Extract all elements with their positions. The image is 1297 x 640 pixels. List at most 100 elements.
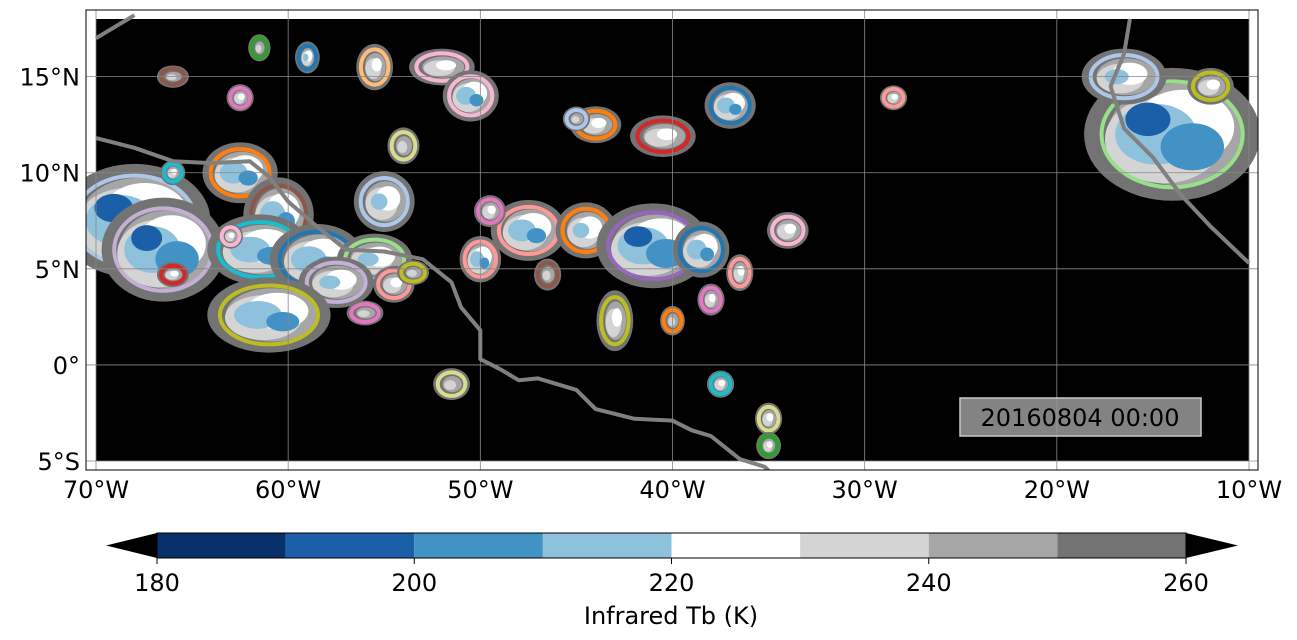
cloud-contour: [390, 277, 403, 288]
cloud-contour: [131, 225, 163, 251]
system-outline: [770, 214, 806, 247]
lat-tick-label: 5°S: [37, 448, 80, 476]
timestamp-label: 20160804 00:00: [981, 404, 1180, 432]
lat-tick-label: 0°: [53, 352, 80, 380]
cloud-system: [346, 300, 384, 326]
colorbar-bin: [671, 533, 801, 558]
cloud-system: [1187, 67, 1234, 105]
cloud-contour: [319, 275, 341, 290]
system-outline: [249, 35, 270, 60]
colorbar-tick-label: 260: [1163, 569, 1209, 597]
cloud-system: [533, 258, 562, 291]
cloud-system: [353, 171, 415, 232]
system-outline: [881, 86, 906, 109]
colorbar-tick-label: 180: [134, 569, 180, 597]
cloud-contour: [238, 93, 245, 101]
timestamp-box: 20160804 00:00: [959, 397, 1202, 437]
cloud-system: [879, 85, 908, 111]
system-outline: [476, 197, 504, 225]
cloud-contour: [891, 93, 899, 100]
cloud-contour: [238, 170, 258, 186]
cloud-contour: [1160, 123, 1225, 171]
cloud-contour: [729, 103, 742, 115]
cloud-contour: [397, 141, 408, 153]
cloud-system: [490, 199, 567, 261]
cloud-system: [248, 34, 271, 62]
cloud-system: [387, 127, 420, 165]
system-outline: [757, 433, 780, 458]
system-outline: [447, 74, 495, 118]
cloud-contour: [766, 413, 774, 422]
system-outline: [699, 285, 723, 314]
colorbar-bin: [285, 533, 415, 558]
cloud-contour: [571, 116, 580, 124]
lon-tick-label: 60°W: [255, 476, 321, 504]
system-outline: [399, 261, 427, 284]
cloud-contour: [737, 265, 745, 276]
longitude-tick-labels: 70°W 60°W 50°W 40°W 30°W 20°W 10°W: [63, 476, 1282, 504]
cloud-contour: [371, 58, 382, 72]
cloud-system: [706, 370, 735, 398]
gridlines: [86, 10, 1258, 470]
lat-tick-label: 10°N: [20, 160, 81, 188]
colorbar-bin: [928, 533, 1058, 558]
cloud-contour: [784, 223, 797, 234]
system-outline: [1190, 70, 1231, 103]
cloud-system: [697, 283, 725, 316]
cloud-layer: [86, 34, 1258, 460]
lon-tick-label: 40°W: [639, 476, 705, 504]
colorbar-tick-label: 240: [906, 569, 952, 597]
colorbar-over-arrow: [1186, 533, 1238, 558]
cloud-contour: [1206, 79, 1221, 90]
coastline: [1108, 18, 1251, 265]
cloud-system: [726, 254, 754, 292]
cloud-system: [226, 84, 254, 112]
cloud-contour: [469, 93, 484, 107]
lat-tick-label: 15°N: [20, 64, 81, 92]
cloud-system: [473, 195, 506, 228]
system-outline: [1099, 79, 1245, 190]
cloud-system: [433, 368, 470, 401]
cloud-system: [298, 256, 374, 308]
system-outline: [708, 85, 752, 126]
cloud-system: [101, 197, 225, 302]
cloud-contour: [357, 252, 379, 266]
system-outline: [708, 372, 733, 396]
cloud-contour: [708, 293, 716, 303]
cloud-contour: [656, 128, 678, 141]
system-outline: [564, 108, 589, 130]
system-outline: [599, 295, 631, 347]
cloud-system: [356, 43, 394, 91]
cloud-system: [756, 432, 781, 460]
colorbar-tick-label: 200: [391, 569, 437, 597]
cloud-contour: [700, 247, 714, 262]
cloud-contour: [591, 117, 607, 129]
colorbar-under-arrow: [106, 533, 157, 558]
cloud-contour: [166, 74, 177, 81]
cloud-system: [673, 221, 730, 278]
cloud-system: [294, 41, 320, 74]
system-outline: [389, 130, 418, 162]
cloud-contour: [255, 44, 262, 53]
lat-tick-label: 5°N: [35, 256, 80, 284]
colorbar-bin: [157, 533, 286, 558]
lon-tick-label: 20°W: [1024, 476, 1090, 504]
cloud-contour: [357, 310, 370, 318]
cloud-system: [156, 262, 189, 287]
cloud-system: [766, 211, 809, 249]
lon-tick-label: 30°W: [832, 476, 898, 504]
cloud-contour: [370, 193, 388, 210]
system-outline: [677, 226, 725, 274]
coastline: [94, 13, 136, 40]
cloud-contour: [611, 308, 622, 327]
map-border: [85, 9, 1259, 471]
colorbar-bin: [542, 533, 672, 558]
cloud-contour: [542, 270, 551, 281]
system-outline: [228, 85, 252, 110]
system-outline: [756, 404, 781, 433]
system-outline: [727, 256, 752, 289]
cloud-contour: [668, 317, 676, 327]
cloud-system: [409, 48, 475, 86]
cloud-contour: [444, 380, 457, 391]
